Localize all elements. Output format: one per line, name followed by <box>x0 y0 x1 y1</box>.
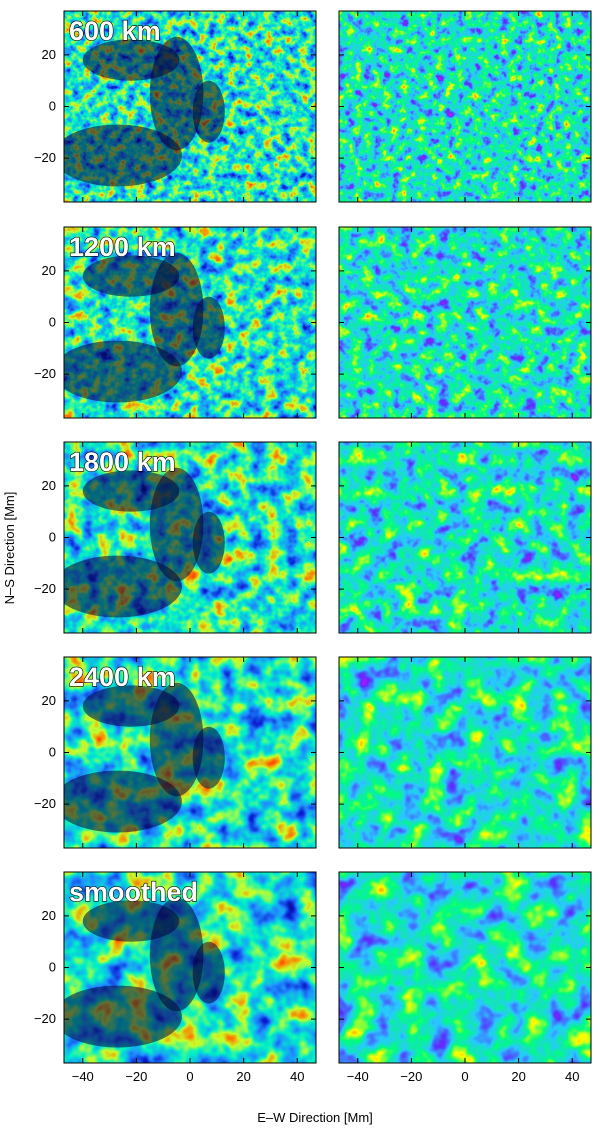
x-tick-label: 40 <box>290 1069 304 1084</box>
dark-region <box>82 470 180 512</box>
dark-region <box>192 80 225 143</box>
dark-region <box>82 255 180 297</box>
x-tick-label: 0 <box>186 1069 193 1084</box>
y-tick-label: −20 <box>34 150 56 165</box>
dark-region <box>64 985 182 1048</box>
phase-panel-1 <box>338 10 592 203</box>
intensity-panel-2: 1200 km 20 0 −20 <box>34 226 317 419</box>
y-axis-title: N–S Direction [Mm] <box>2 492 17 605</box>
dark-region <box>64 555 182 618</box>
x-tick-label: 40 <box>565 1069 579 1084</box>
intensity-panel-5: smoothed 20 0 −20 −40 −20 0 20 40 <box>34 871 317 1084</box>
heatmap-image <box>339 657 591 848</box>
dark-region <box>192 296 225 359</box>
x-axis-title: E–W Direction [Mm] <box>257 1110 373 1125</box>
phase-panel-5: −40 −20 0 20 40 <box>338 871 592 1084</box>
x-tick-label: −20 <box>400 1069 422 1084</box>
intensity-panel-4: 2400 km 20 0 −20 <box>34 656 317 849</box>
y-tick-label: −20 <box>34 366 56 381</box>
x-tick-label: −40 <box>72 1069 94 1084</box>
y-tick-label: 20 <box>42 693 56 708</box>
dark-region <box>64 770 182 833</box>
x-tick-label: 0 <box>461 1069 468 1084</box>
x-tick-label: 20 <box>511 1069 525 1084</box>
y-tick-label: 0 <box>49 960 56 975</box>
y-tick-label: 0 <box>49 530 56 545</box>
y-tick-label: −20 <box>34 796 56 811</box>
dark-region <box>192 726 225 789</box>
dark-region <box>64 340 182 403</box>
y-tick-label: 0 <box>49 315 56 330</box>
y-tick-label: −20 <box>34 581 56 596</box>
x-tick-label: −40 <box>347 1069 369 1084</box>
phase-panel-4 <box>338 656 592 849</box>
dark-region <box>82 39 180 81</box>
x-tick-label: −20 <box>125 1069 147 1084</box>
heatmap-image <box>339 227 591 418</box>
y-tick-label: 0 <box>49 99 56 114</box>
y-tick-label: 20 <box>42 478 56 493</box>
dark-region <box>192 941 225 1004</box>
y-tick-label: 20 <box>42 263 56 278</box>
dark-region <box>192 511 225 574</box>
panel-height-label: 1200 km <box>69 232 176 262</box>
dark-region <box>82 900 180 942</box>
phase-panel-2 <box>338 226 592 419</box>
dark-region <box>64 124 182 187</box>
y-tick-label: −20 <box>34 1011 56 1026</box>
y-tick-label: 20 <box>42 47 56 62</box>
heatmap-image <box>339 442 591 633</box>
y-tick-label: 0 <box>49 745 56 760</box>
y-tick-label: 20 <box>42 908 56 923</box>
panel-height-label: 1800 km <box>69 447 176 477</box>
intensity-panel-1: 600 km 20 0 −20 <box>34 10 317 203</box>
intensity-panel-3: 1800 km 20 0 −20 <box>34 441 317 634</box>
phase-panel-3 <box>338 441 592 634</box>
x-tick-label: 20 <box>236 1069 250 1084</box>
heatmap-image <box>339 872 591 1063</box>
heatmap-image <box>339 11 591 202</box>
panel-height-label: 600 km <box>69 16 161 46</box>
panel-height-label: 2400 km <box>69 662 176 692</box>
panel-height-label: smoothed <box>69 877 198 907</box>
dark-region <box>82 685 180 727</box>
